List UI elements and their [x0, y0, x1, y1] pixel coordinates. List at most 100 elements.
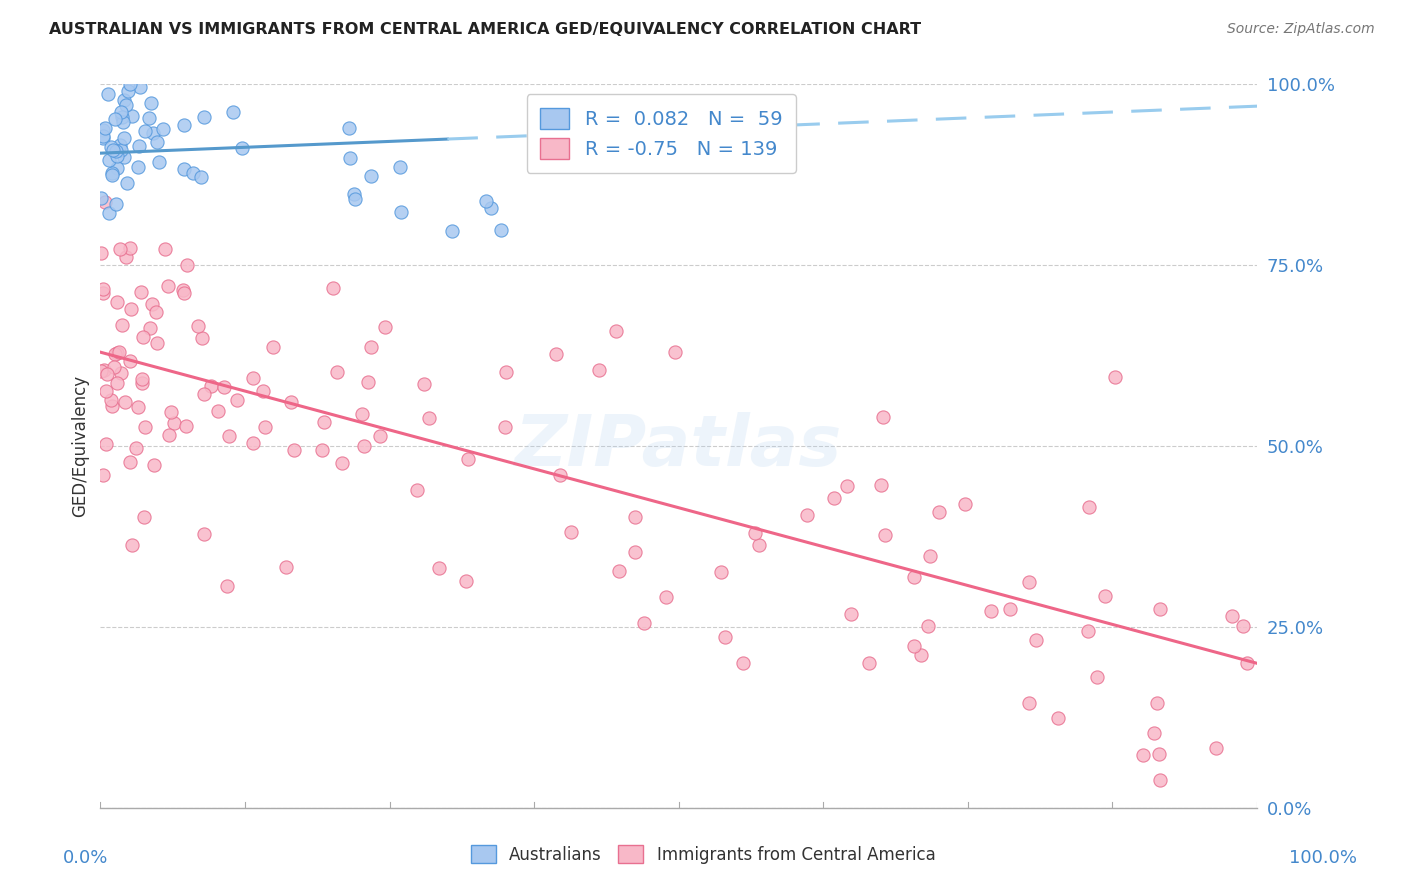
Point: [90, 191, 112, 205]
Point: [141, 296, 163, 310]
Text: AUSTRALIAN VS IMMIGRANTS FROM CENTRAL AMERICA GED/EQUIVALENCY CORRELATION CHART: AUSTRALIAN VS IMMIGRANTS FROM CENTRAL AM…: [49, 22, 921, 37]
Point: [127, 401, 149, 415]
Point: [360, 169, 382, 183]
Point: [104, 347, 127, 361]
Point: [494, 419, 516, 434]
Point: [128, 139, 150, 153]
Point: [326, 366, 349, 380]
Point: [1149, 601, 1171, 615]
Point: [262, 340, 284, 354]
Point: [928, 505, 950, 519]
Point: [91, 467, 114, 482]
Legend: R =  0.082   N =  59, R = -0.75   N = 139: R = 0.082 N = 59, R = -0.75 N = 139: [527, 95, 796, 172]
Point: [131, 376, 153, 390]
Point: [108, 243, 131, 257]
Point: [276, 560, 298, 574]
Text: Source: ZipAtlas.com: Source: ZipAtlas.com: [1227, 22, 1375, 37]
Point: [143, 458, 166, 473]
Point: [841, 607, 863, 621]
Point: [157, 428, 180, 442]
Point: [312, 415, 335, 429]
Point: [353, 439, 375, 453]
Point: [457, 451, 479, 466]
Point: [131, 372, 153, 386]
Point: [1149, 772, 1171, 787]
Point: [105, 346, 128, 360]
Point: [91, 129, 114, 144]
Point: [253, 419, 276, 434]
Point: [112, 150, 135, 164]
Point: [91, 282, 114, 296]
Point: [120, 241, 142, 255]
Point: [713, 630, 735, 644]
Point: [427, 561, 450, 575]
Point: [342, 186, 364, 201]
Point: [193, 387, 215, 401]
Point: [903, 570, 925, 584]
Point: [872, 409, 894, 424]
Point: [110, 143, 132, 157]
Point: [560, 525, 582, 540]
Point: [370, 429, 392, 443]
Point: [145, 304, 167, 318]
Point: [120, 354, 142, 368]
Point: [479, 201, 502, 215]
Point: [1077, 624, 1099, 638]
Point: [337, 121, 360, 136]
Point: [193, 110, 215, 124]
Point: [163, 417, 186, 431]
Point: [146, 136, 169, 150]
Point: [96, 367, 118, 381]
Point: [222, 104, 245, 119]
Point: [124, 441, 146, 455]
Point: [117, 84, 139, 98]
Point: [624, 510, 647, 524]
Text: 100.0%: 100.0%: [1289, 849, 1357, 867]
Point: [190, 169, 212, 184]
Point: [174, 419, 197, 434]
Point: [190, 331, 212, 345]
Point: [1085, 670, 1108, 684]
Point: [1132, 748, 1154, 763]
Point: [870, 478, 893, 492]
Point: [148, 155, 170, 169]
Point: [118, 455, 141, 469]
Point: [607, 564, 630, 578]
Point: [105, 295, 128, 310]
Point: [212, 380, 235, 394]
Point: [91, 286, 114, 301]
Point: [105, 144, 128, 158]
Point: [544, 347, 567, 361]
Point: [104, 112, 127, 126]
Point: [100, 392, 122, 407]
Point: [748, 537, 770, 551]
Point: [105, 197, 128, 211]
Point: [97, 153, 120, 167]
Point: [90, 364, 112, 378]
Point: [139, 320, 162, 334]
Point: [1222, 608, 1244, 623]
Point: [121, 109, 143, 123]
Point: [1078, 500, 1101, 514]
Point: [100, 168, 122, 182]
Point: [103, 143, 125, 157]
Point: [456, 574, 478, 588]
Point: [350, 407, 373, 421]
Text: ZIPatlas: ZIPatlas: [515, 412, 842, 481]
Point: [837, 479, 859, 493]
Point: [193, 526, 215, 541]
Point: [105, 149, 128, 163]
Point: [918, 549, 941, 563]
Point: [111, 318, 134, 333]
Point: [910, 648, 932, 663]
Point: [90, 246, 112, 260]
Point: [181, 166, 204, 180]
Point: [311, 443, 333, 458]
Point: [980, 604, 1002, 618]
Point: [94, 120, 117, 135]
Point: [110, 105, 132, 120]
Point: [218, 429, 240, 443]
Point: [955, 497, 977, 511]
Point: [655, 590, 678, 604]
Point: [152, 122, 174, 136]
